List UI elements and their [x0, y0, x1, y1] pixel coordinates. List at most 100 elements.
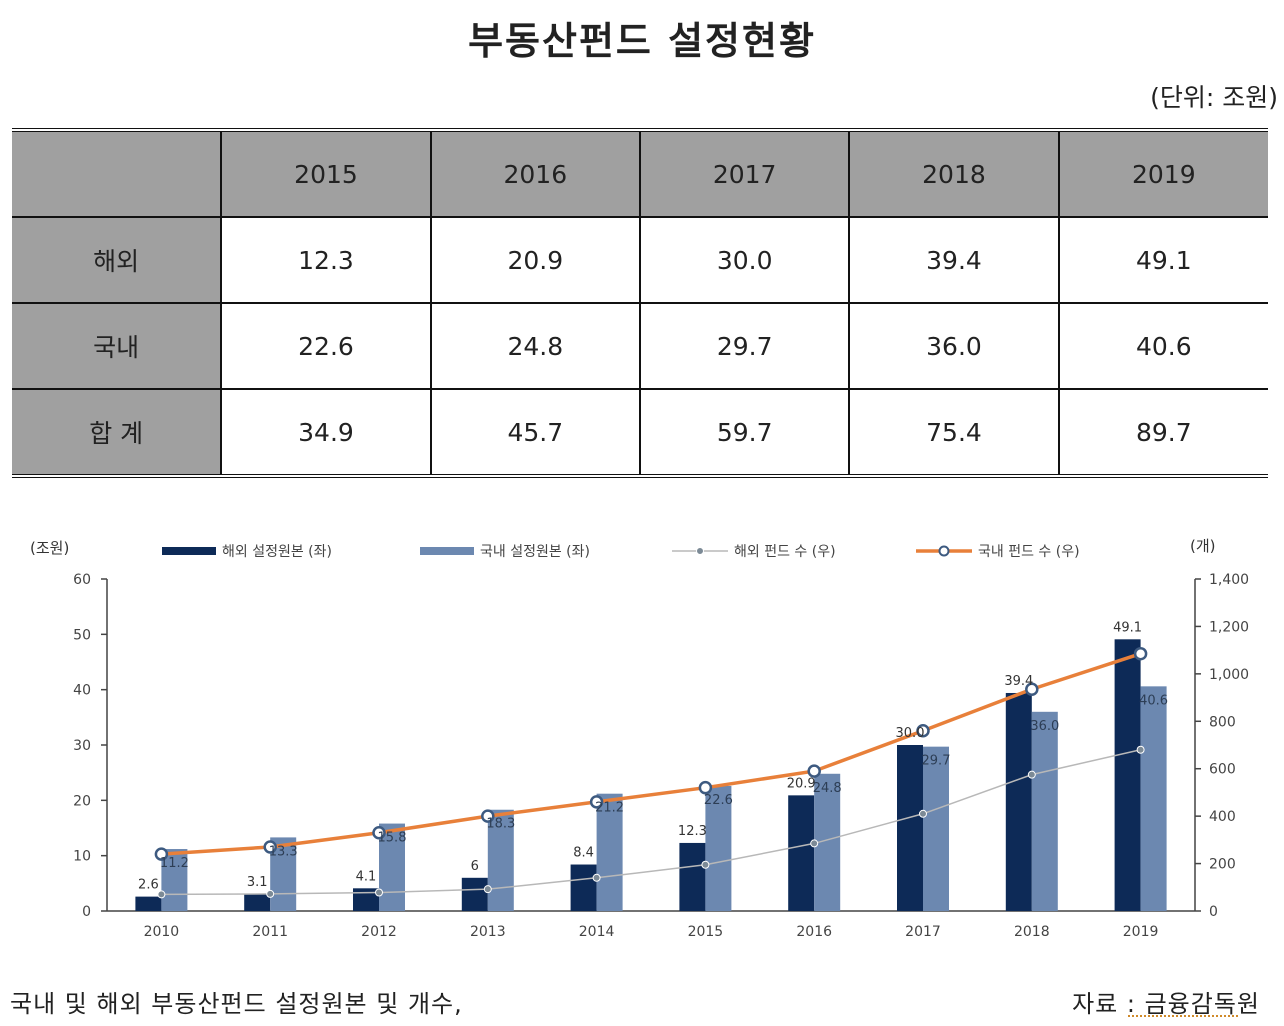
- table-row: 해외 12.3 20.9 30.0 39.4 49.1: [12, 216, 1268, 304]
- point-overseas-count: [375, 888, 383, 897]
- y-right-tick-label: 1,000: [1209, 667, 1249, 683]
- y-right-tick-label: 600: [1209, 762, 1236, 778]
- data-label-domestic: 24.8: [813, 781, 842, 796]
- legend-swatch: [420, 547, 474, 555]
- table-row: 국내 22.6 24.8 29.7 36.0 40.6: [12, 302, 1268, 390]
- point-overseas-count: [810, 839, 819, 848]
- header-cell-year: 2016: [429, 132, 641, 218]
- y-right-tick-label: 1,400: [1209, 572, 1249, 588]
- page-title: 부동산펀드 설정현황: [468, 18, 816, 63]
- y-left-tick-label: 10: [73, 849, 91, 865]
- bar-overseas: [1114, 639, 1141, 911]
- point-domestic-count: [154, 847, 169, 861]
- fund-table: 2015 2016 2017 2018 2019 해외 12.3 20.9 30…: [12, 128, 1268, 478]
- y-right-tick-label: 400: [1209, 809, 1236, 825]
- x-tick-label: 2018: [1014, 924, 1050, 940]
- legend-marker: [696, 547, 704, 555]
- data-label-domestic: 15.8: [378, 831, 407, 846]
- data-label-domestic: 18.3: [486, 817, 515, 832]
- point-overseas-count: [701, 860, 710, 869]
- bar-overseas: [353, 888, 379, 911]
- y-left-tick-label: 0: [82, 904, 91, 920]
- bar-overseas: [788, 795, 815, 911]
- bar-overseas: [897, 745, 923, 911]
- legend-label: 해외 설정원본 (좌): [222, 544, 332, 560]
- data-label-overseas: 39.4: [1004, 674, 1033, 689]
- row-label: 국내: [12, 302, 223, 390]
- y-right-axis-label: (개): [1190, 537, 1216, 555]
- data-label-domestic: 22.6: [704, 793, 733, 808]
- table-cell: 39.4: [848, 216, 1060, 304]
- point-domestic-count: [807, 764, 821, 778]
- bar-domestic: [705, 785, 732, 911]
- legend-label: 국내 펀드 수 (우): [978, 544, 1080, 560]
- point-overseas-count: [266, 889, 275, 898]
- legend-label: 해외 펀드 수 (우): [734, 544, 836, 560]
- table-cell: 22.6: [220, 302, 432, 390]
- y-left-tick-label: 60: [73, 572, 91, 588]
- point-domestic-count: [698, 780, 713, 795]
- unit-label: (단위: 조원): [1150, 83, 1278, 112]
- caption-underline: [1128, 1015, 1238, 1017]
- data-label-domestic: 36.0: [1030, 719, 1059, 734]
- caption-source: 자료 : 금융감독원: [1072, 990, 1260, 1018]
- table-cell: 40.6: [1057, 302, 1268, 390]
- data-label-overseas: 49.1: [1113, 620, 1142, 635]
- table-header-row: 2015 2016 2017 2018 2019: [12, 132, 1268, 218]
- data-label-domestic: 21.2: [595, 801, 624, 816]
- point-domestic-count: [916, 724, 930, 738]
- bar-domestic: [596, 793, 623, 911]
- point-overseas-count: [483, 885, 492, 894]
- legend-swatch: [162, 547, 216, 555]
- bar-overseas: [135, 896, 162, 911]
- table-cell: 24.8: [429, 302, 641, 390]
- point-overseas-count: [592, 873, 601, 882]
- table-cell: 29.7: [638, 302, 851, 390]
- x-tick-label: 2013: [470, 924, 506, 940]
- y-right-tick-label: 800: [1209, 714, 1236, 730]
- bar-domestic: [379, 823, 405, 911]
- data-label-overseas: 12.3: [678, 824, 707, 839]
- x-tick-label: 2019: [1123, 924, 1159, 940]
- data-label-overseas: 3.1: [247, 875, 268, 890]
- header-cell-corner: [12, 132, 223, 218]
- bar-overseas: [461, 877, 488, 911]
- point-domestic-count: [589, 795, 604, 809]
- row-label: 해외: [12, 216, 223, 304]
- legend-label: 국내 설정원본 (좌): [480, 544, 590, 560]
- point-overseas-count: [919, 809, 927, 818]
- bar-domestic: [1140, 686, 1167, 911]
- x-tick-label: 2012: [361, 924, 397, 940]
- header-cell-year: 2018: [848, 132, 1060, 218]
- point-overseas-count: [1027, 770, 1036, 779]
- table-row: 합 계 34.9 45.7 59.7 75.4 89.7: [12, 388, 1268, 474]
- line-overseas-count: [161, 749, 1141, 896]
- legend-marker: [938, 545, 950, 557]
- x-tick-label: 2014: [579, 924, 615, 940]
- data-label-overseas: 20.9: [787, 776, 816, 791]
- caption-left: 국내 및 해외 부동산펀드 설정원본 및 개수,: [10, 990, 463, 1018]
- header-cell-year: 2015: [220, 132, 432, 218]
- data-label-domestic: 40.6: [1139, 693, 1168, 708]
- data-label-overseas: 8.4: [573, 846, 594, 861]
- bar-domestic: [487, 809, 514, 911]
- y-right-tick-label: 200: [1209, 857, 1236, 873]
- table-cell: 89.7: [1057, 388, 1268, 474]
- table-cell: 75.4: [848, 388, 1060, 474]
- y-left-axis-label: (조원): [30, 539, 69, 557]
- y-left-tick-label: 50: [73, 627, 91, 643]
- data-label-overseas: 4.1: [356, 869, 377, 884]
- table-cell: 34.9: [220, 388, 432, 474]
- row-label: 합 계: [12, 388, 223, 474]
- bar-domestic: [1031, 711, 1058, 911]
- y-left-tick-label: 30: [73, 738, 91, 754]
- point-domestic-count: [481, 809, 495, 823]
- y-left-tick-label: 40: [73, 683, 91, 699]
- bar-domestic: [161, 849, 188, 911]
- bar-overseas: [679, 842, 706, 911]
- point-domestic-count: [263, 840, 277, 854]
- y-left-tick-label: 20: [73, 793, 91, 809]
- data-label-overseas: 6: [471, 859, 479, 874]
- data-label-domestic: 29.7: [922, 754, 951, 769]
- point-domestic-count: [1025, 682, 1039, 697]
